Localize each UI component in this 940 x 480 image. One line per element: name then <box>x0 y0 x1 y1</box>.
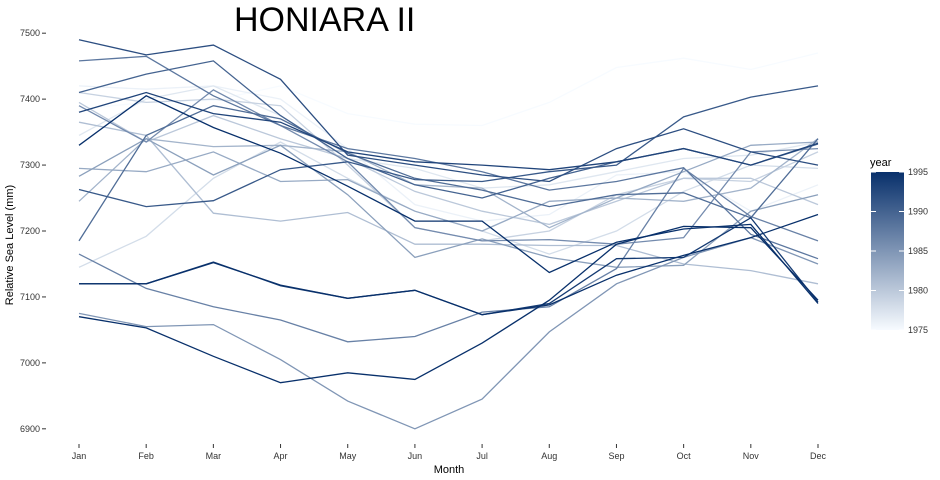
y-tick-label: 7300 <box>20 160 40 170</box>
y-tick-label: 6900 <box>20 424 40 434</box>
series-line-1992 <box>78 39 819 183</box>
x-tick-label: Nov <box>743 451 760 461</box>
y-tick-label: 7000 <box>20 358 40 368</box>
legend-tick-label: 1980 <box>908 286 928 296</box>
series-line-1975 <box>78 52 819 127</box>
x-axis-title: Month <box>434 464 465 476</box>
legend-tick-label: 1990 <box>908 207 928 217</box>
y-axis: 6900 7000 7100 7200 7300 7400 7500 <box>20 28 46 434</box>
series-line-1988 <box>78 55 819 260</box>
series-line-1993 <box>78 91 819 171</box>
x-tick-label: Dec <box>810 451 827 461</box>
series-line-1986 <box>78 89 819 245</box>
series-line-1982 <box>78 138 819 229</box>
legend-title: year <box>870 157 892 169</box>
y-axis-title: Relative Sea Level (mm) <box>4 185 16 305</box>
color-legend: year 1975 1980 1985 1990 1995 <box>870 157 928 335</box>
series-line-1985 <box>78 236 819 430</box>
chart-title: HONIARA II <box>234 1 415 39</box>
series-line-1984 <box>78 137 819 268</box>
x-tick-label: Apr <box>274 451 288 461</box>
x-tick-label: May <box>339 451 357 461</box>
x-tick-label: Mar <box>206 451 222 461</box>
x-tick-label: Jul <box>476 451 488 461</box>
legend-tick-label: 1985 <box>908 246 928 256</box>
legend-tick-label: 1995 <box>908 167 928 177</box>
series-line-1995 <box>78 95 819 304</box>
legend-tick-label: 1975 <box>908 325 928 335</box>
y-tick-label: 7500 <box>20 28 40 38</box>
x-tick-label: Jan <box>72 451 87 461</box>
series-line-1991 <box>78 85 819 208</box>
y-tick-label: 7400 <box>20 94 40 104</box>
series-line-1981 <box>78 121 819 285</box>
x-tick-label: Feb <box>138 451 154 461</box>
series-lines <box>78 39 819 430</box>
series-line-1995 <box>78 225 819 384</box>
y-tick-label: 7200 <box>20 226 40 236</box>
series-line-1995 <box>79 213 819 316</box>
series-line-1987 <box>78 167 819 343</box>
series-line-1977 <box>78 85 819 189</box>
series-line-1979 <box>78 91 819 242</box>
x-tick-label: Oct <box>677 451 692 461</box>
legend-ticks: 1975 1980 1985 1990 1995 <box>871 167 928 335</box>
x-axis: Jan Feb Mar Apr May Jun Jul Aug Sep Oct Nov Dec <box>72 444 827 461</box>
y-tick-label: 7100 <box>20 292 40 302</box>
x-tick-label: Sep <box>608 451 624 461</box>
legend-colorbar <box>871 172 904 330</box>
x-tick-label: Jun <box>408 451 423 461</box>
x-tick-label: Aug <box>541 451 557 461</box>
